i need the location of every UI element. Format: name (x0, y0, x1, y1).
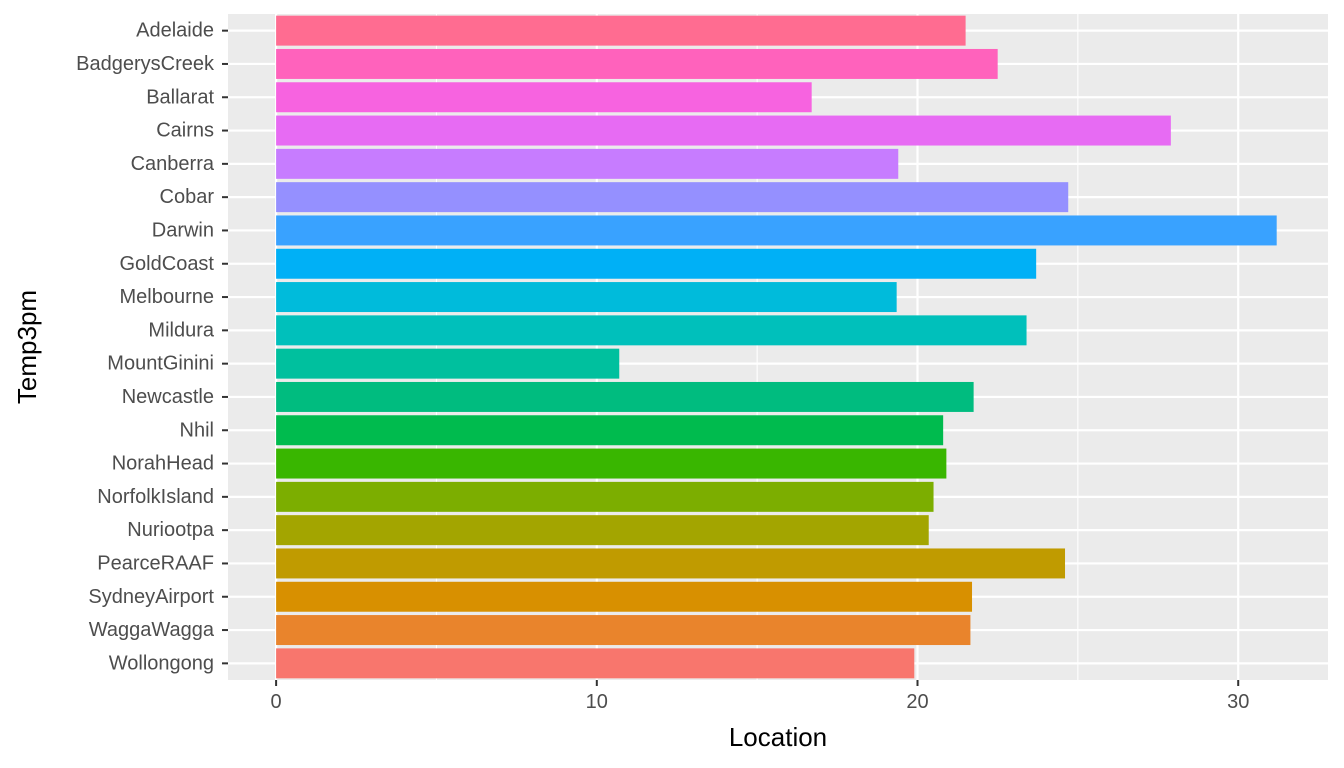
y-tick-label: Wollongong (109, 652, 214, 674)
y-tick-label: Nuriootpa (127, 519, 215, 541)
y-tick-label: Cairns (156, 120, 214, 142)
y-tick-label: Ballarat (146, 86, 214, 108)
bar (276, 348, 620, 379)
bar (276, 82, 812, 113)
y-tick-label: GoldCoast (120, 253, 215, 275)
bar (276, 481, 934, 512)
bar (276, 248, 1037, 279)
y-tick-label: BadgerysCreek (76, 53, 215, 75)
x-tick-label: 0 (271, 691, 282, 713)
y-tick-label: Canberra (131, 153, 215, 175)
bars (276, 15, 1277, 679)
y-tick-label: WaggaWagga (89, 619, 215, 641)
y-tick-label: MountGinini (107, 353, 214, 375)
y-tick-label: Newcastle (122, 386, 214, 408)
y-tick-label: NorahHead (112, 453, 214, 475)
bar (276, 381, 974, 412)
bar (276, 282, 897, 313)
bar (276, 448, 947, 479)
bar (276, 182, 1069, 213)
bar (276, 315, 1027, 346)
bar (276, 548, 1066, 579)
bar (276, 581, 973, 612)
y-tick-label: Cobar (160, 186, 215, 208)
y-tick-label: NorfolkIsland (97, 486, 214, 508)
x-axis: 0 10 20 30 (271, 680, 1249, 713)
bar (276, 515, 929, 546)
bar (276, 148, 899, 179)
bar (276, 648, 915, 679)
x-tick-label: 20 (906, 691, 928, 713)
y-axis: Adelaide BadgerysCreek Ballarat Cairns Canbe… (76, 20, 228, 674)
bar (276, 215, 1277, 246)
bar (276, 48, 998, 79)
y-tick-label: Adelaide (136, 20, 214, 42)
y-tick-label: PearceRAAF (97, 552, 214, 574)
bar (276, 615, 971, 646)
y-tick-label: Nhil (180, 419, 214, 441)
x-axis-title: Location (729, 722, 827, 752)
y-tick-label: Melbourne (119, 286, 214, 308)
y-tick-label: Mildura (148, 319, 214, 341)
bar (276, 115, 1171, 146)
bar (276, 415, 944, 446)
bar (276, 15, 966, 46)
x-tick-label: 30 (1227, 691, 1249, 713)
y-axis-title: Temp3pm (12, 290, 42, 404)
y-tick-label: Darwin (152, 219, 214, 241)
y-tick-label: SydneyAirport (88, 586, 214, 608)
x-tick-label: 10 (586, 691, 608, 713)
plot-panel (228, 14, 1328, 680)
